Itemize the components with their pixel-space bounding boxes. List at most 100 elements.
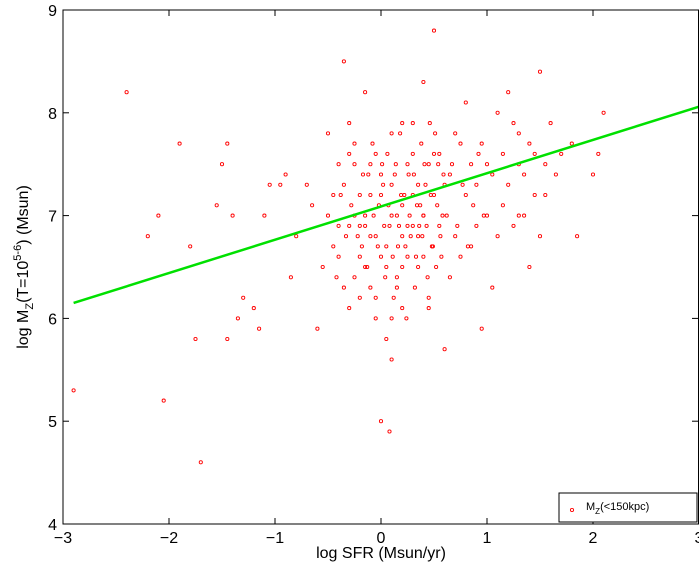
- data-point: [389, 316, 394, 321]
- plot-area: [63, 10, 699, 524]
- data-point: [416, 264, 421, 270]
- data-point: [400, 203, 405, 208]
- y-tick-label: 7: [48, 209, 57, 226]
- data-point: [421, 254, 426, 259]
- data-point: [412, 285, 417, 290]
- data-point: [463, 100, 468, 105]
- data-point: [257, 326, 262, 331]
- data-point: [404, 316, 409, 321]
- data-point: [161, 398, 166, 403]
- y-axis-label-part: ) (Msun): [15, 185, 32, 245]
- data-point: [380, 162, 385, 167]
- data-point: [527, 141, 532, 146]
- data-point: [304, 182, 309, 187]
- chart-axes: −3−2−10123456789log SFR (Msun/yr)log MZ(…: [12, 3, 699, 562]
- data-point: [399, 192, 404, 198]
- data-point: [384, 264, 389, 270]
- data-point: [455, 223, 460, 228]
- data-point: [416, 234, 421, 239]
- data-point: [336, 254, 341, 259]
- y-tick-label: 5: [48, 414, 57, 431]
- data-point: [410, 223, 415, 228]
- data-point: [449, 162, 455, 167]
- data-point: [447, 172, 452, 177]
- data-point: [433, 131, 438, 136]
- data-point: [394, 213, 399, 218]
- data-point: [426, 162, 431, 167]
- data-point: [343, 234, 349, 239]
- data-point: [422, 162, 427, 167]
- data-point: [421, 79, 426, 85]
- data-point: [436, 162, 441, 167]
- data-point: [437, 223, 442, 228]
- data-point: [596, 151, 601, 156]
- data-point: [251, 306, 256, 311]
- y-tick-label: 4: [48, 517, 57, 534]
- x-tick-label: −1: [266, 530, 284, 547]
- y-tick-label: 8: [48, 106, 57, 123]
- data-point: [355, 234, 360, 239]
- data-point: [428, 192, 433, 198]
- data-point: [435, 203, 440, 208]
- data-point: [522, 172, 527, 177]
- data-point: [325, 131, 331, 136]
- data-point: [71, 388, 76, 393]
- data-point: [336, 223, 341, 228]
- data-point: [569, 141, 574, 146]
- data-point: [424, 223, 429, 228]
- data-point: [410, 121, 415, 126]
- x-axis-label: log SFR (Msun/yr): [316, 545, 446, 562]
- data-point: [382, 223, 387, 228]
- data-point: [394, 285, 399, 290]
- data-point: [325, 213, 331, 218]
- data-point: [426, 306, 431, 311]
- legend-label-part: Z: [595, 507, 600, 516]
- data-point: [430, 244, 435, 249]
- data-point: [410, 151, 415, 156]
- data-point: [440, 213, 445, 218]
- data-point: [198, 460, 203, 465]
- data-point: [384, 336, 389, 342]
- data-point: [431, 151, 437, 156]
- data-point: [383, 275, 388, 280]
- data-point: [405, 162, 410, 167]
- data-point: [506, 90, 511, 95]
- data-point: [437, 151, 442, 156]
- data-point: [352, 141, 357, 146]
- data-point: [447, 275, 452, 280]
- x-tick-label: −3: [54, 530, 72, 547]
- data-point: [363, 264, 368, 270]
- data-point: [363, 223, 368, 228]
- data-point: [511, 121, 516, 126]
- data-point: [403, 244, 408, 249]
- data-point: [522, 213, 527, 218]
- data-point: [465, 244, 470, 249]
- data-point: [537, 234, 543, 239]
- data-point: [426, 295, 431, 300]
- data-point: [471, 203, 476, 208]
- data-point: [400, 234, 405, 239]
- data-point: [177, 141, 182, 146]
- data-point: [389, 182, 394, 187]
- data-point: [283, 172, 288, 177]
- x-tick-label: 3: [695, 530, 699, 547]
- data-point: [347, 223, 352, 228]
- data-point: [389, 213, 394, 218]
- data-point: [405, 223, 410, 228]
- legend-label: MZ(<150kpc): [586, 501, 649, 516]
- data-point: [395, 244, 401, 249]
- data-point: [385, 151, 390, 156]
- data-point: [394, 275, 399, 280]
- data-point: [373, 234, 378, 239]
- data-point: [601, 110, 606, 115]
- data-point: [389, 357, 394, 362]
- data-point: [495, 110, 500, 115]
- data-point: [543, 162, 548, 167]
- data-point: [349, 203, 354, 208]
- data-point: [336, 162, 341, 167]
- data-point: [288, 275, 293, 280]
- data-point: [387, 429, 392, 434]
- data-point: [575, 234, 580, 239]
- data-point: [378, 172, 384, 177]
